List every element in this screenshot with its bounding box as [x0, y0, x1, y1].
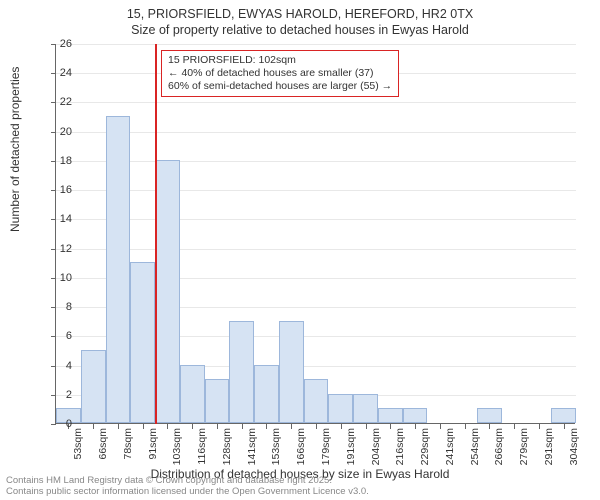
- histogram-bar: [254, 365, 279, 423]
- histogram-bar: [81, 350, 106, 423]
- gridline: [56, 132, 576, 133]
- xtick-label: 179sqm: [320, 428, 332, 465]
- annotation-line-2: ← 40% of detached houses are smaller (37…: [168, 67, 392, 80]
- xtick-mark: [143, 424, 144, 429]
- histogram-bar: [304, 379, 329, 423]
- ytick-label: 10: [48, 272, 72, 284]
- xtick-label: 166sqm: [295, 428, 307, 465]
- histogram-bar: [403, 408, 428, 423]
- annotation-line-1: 15 PRIORSFIELD: 102sqm: [168, 54, 392, 67]
- ytick-label: 12: [48, 243, 72, 255]
- xtick-label: 153sqm: [270, 428, 282, 465]
- xtick-label: 128sqm: [221, 428, 233, 465]
- ytick-label: 2: [48, 389, 72, 401]
- xtick-mark: [242, 424, 243, 429]
- xtick-label: 216sqm: [394, 428, 406, 465]
- xtick-mark: [266, 424, 267, 429]
- gridline: [56, 44, 576, 45]
- annotation-box: 15 PRIORSFIELD: 102sqm← 40% of detached …: [161, 50, 399, 97]
- ytick-label: 4: [48, 360, 72, 372]
- y-axis-label: Number of detached properties: [8, 67, 22, 232]
- xtick-label: 254sqm: [469, 428, 481, 465]
- plot-area: 53sqm66sqm78sqm91sqm103sqm116sqm128sqm14…: [55, 44, 575, 424]
- xtick-label: 204sqm: [370, 428, 382, 465]
- histogram-bar: [328, 394, 353, 423]
- xtick-mark: [316, 424, 317, 429]
- gridline: [56, 102, 576, 103]
- ytick-label: 16: [48, 184, 72, 196]
- histogram-bar: [205, 379, 230, 423]
- xtick-label: 266sqm: [493, 428, 505, 465]
- xtick-label: 103sqm: [171, 428, 183, 465]
- xtick-label: 91sqm: [147, 428, 159, 460]
- xtick-mark: [192, 424, 193, 429]
- histogram-bar: [106, 116, 131, 423]
- xtick-mark: [217, 424, 218, 429]
- gridline: [56, 161, 576, 162]
- xtick-mark: [118, 424, 119, 429]
- ytick-label: 0: [48, 418, 72, 430]
- xtick-mark: [415, 424, 416, 429]
- xtick-label: 279sqm: [518, 428, 530, 465]
- gridline: [56, 219, 576, 220]
- xtick-label: 229sqm: [419, 428, 431, 465]
- plot-surface: 53sqm66sqm78sqm91sqm103sqm116sqm128sqm14…: [55, 44, 575, 424]
- gridline: [56, 249, 576, 250]
- ytick-label: 14: [48, 213, 72, 225]
- xtick-label: 291sqm: [543, 428, 555, 465]
- footer-line-2: Contains public sector information licen…: [6, 487, 369, 498]
- histogram-bar: [551, 408, 576, 423]
- xtick-mark: [390, 424, 391, 429]
- xtick-mark: [465, 424, 466, 429]
- chart-container: 15, PRIORSFIELD, EWYAS HAROLD, HEREFORD,…: [0, 0, 600, 500]
- histogram-bar: [378, 408, 403, 423]
- annotation-line-3: 60% of semi-detached houses are larger (…: [168, 80, 392, 93]
- ytick-label: 8: [48, 301, 72, 313]
- xtick-mark: [93, 424, 94, 429]
- reference-line: [155, 44, 157, 424]
- title-line-1: 15, PRIORSFIELD, EWYAS HAROLD, HEREFORD,…: [0, 6, 600, 22]
- xtick-mark: [167, 424, 168, 429]
- chart-titles: 15, PRIORSFIELD, EWYAS HAROLD, HEREFORD,…: [0, 0, 600, 43]
- xtick-mark: [564, 424, 565, 429]
- histogram-bar: [155, 160, 180, 423]
- xtick-mark: [440, 424, 441, 429]
- xtick-label: 78sqm: [122, 428, 134, 460]
- histogram-bar: [229, 321, 254, 423]
- xtick-label: 304sqm: [568, 428, 580, 465]
- xtick-mark: [366, 424, 367, 429]
- histogram-bar: [353, 394, 378, 423]
- histogram-bar: [180, 365, 205, 423]
- histogram-bar: [477, 408, 502, 423]
- xtick-label: 66sqm: [97, 428, 109, 460]
- footer-attribution: Contains HM Land Registry data © Crown c…: [6, 476, 369, 498]
- ytick-label: 24: [48, 67, 72, 79]
- ytick-label: 20: [48, 126, 72, 138]
- xtick-mark: [291, 424, 292, 429]
- xtick-label: 141sqm: [246, 428, 258, 465]
- ytick-label: 26: [48, 38, 72, 50]
- ytick-label: 18: [48, 155, 72, 167]
- ytick-label: 22: [48, 96, 72, 108]
- xtick-mark: [539, 424, 540, 429]
- histogram-bar: [279, 321, 304, 423]
- xtick-label: 116sqm: [196, 428, 208, 465]
- xtick-label: 241sqm: [444, 428, 456, 465]
- histogram-bar: [130, 262, 155, 423]
- xtick-mark: [489, 424, 490, 429]
- xtick-label: 53sqm: [72, 428, 84, 460]
- ytick-label: 6: [48, 330, 72, 342]
- xtick-label: 191sqm: [345, 428, 357, 465]
- xtick-mark: [341, 424, 342, 429]
- gridline: [56, 190, 576, 191]
- xtick-mark: [514, 424, 515, 429]
- title-line-2: Size of property relative to detached ho…: [0, 22, 600, 38]
